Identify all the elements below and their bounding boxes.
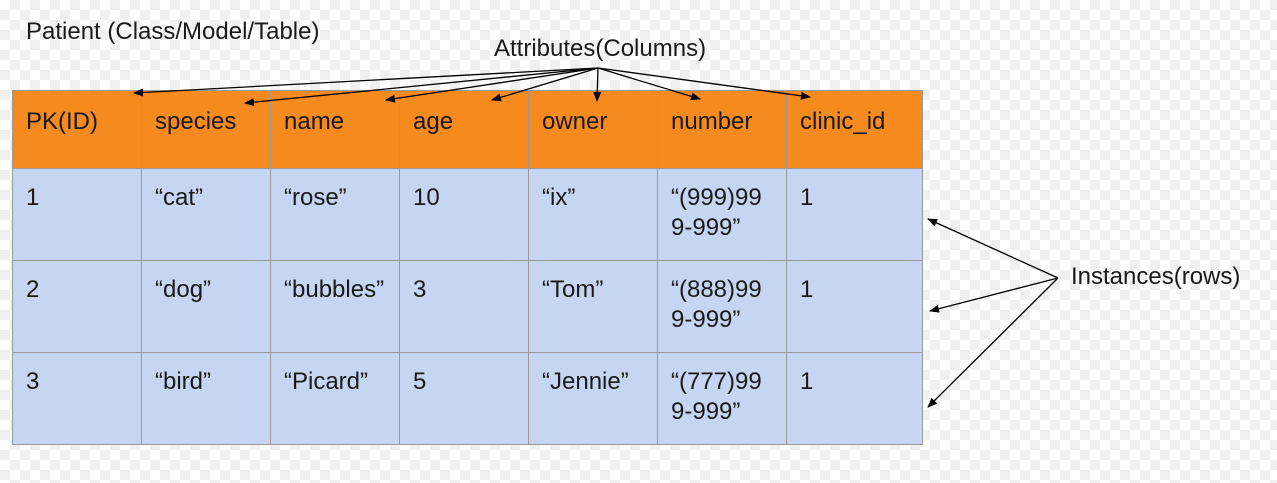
table-row: 1 “cat” “rose” 10 “ix” “(999)999-999” 1 <box>12 168 923 261</box>
header-cell-age: age <box>399 90 529 169</box>
arrow-to-row-2 <box>929 277 1059 313</box>
header-cell-species: species <box>141 90 271 169</box>
header-cell-pk: PK(ID) <box>12 90 142 169</box>
attributes-label: Attributes(Columns) <box>494 35 707 62</box>
header-row: PK(ID) species name age owner number cli… <box>12 90 923 169</box>
cell-name: “bubbles” <box>270 260 400 353</box>
cell-clinic-id: 1 <box>786 168 923 261</box>
header-cell-number: number <box>657 90 787 169</box>
diagram-title: Patient (Class/Model/Table) <box>26 18 320 45</box>
instances-label: Instances(rows) <box>1071 263 1241 290</box>
cell-name: “rose” <box>270 168 400 261</box>
cell-pk: 3 <box>12 352 142 445</box>
cell-pk: 1 <box>12 168 142 261</box>
arrow-to-row-1 <box>927 218 1059 279</box>
cell-clinic-id: 1 <box>786 260 923 353</box>
cell-clinic-id: 1 <box>786 352 923 445</box>
cell-owner: “ix” <box>528 168 658 261</box>
cell-name: “Picard” <box>270 352 400 445</box>
cell-age: 5 <box>399 352 529 445</box>
cell-number: “(777)999-999” <box>657 352 787 445</box>
cell-owner: “Jennie” <box>528 352 658 445</box>
cell-species: “cat” <box>141 168 271 261</box>
cell-number: “(888)999-999” <box>657 260 787 353</box>
header-cell-owner: owner <box>528 90 658 169</box>
cell-owner: “Tom” <box>528 260 658 353</box>
table-row: 2 “dog” “bubbles” 3 “Tom” “(888)999-999”… <box>12 260 923 353</box>
cell-age: 3 <box>399 260 529 353</box>
header-cell-name: name <box>270 90 400 169</box>
cell-species: “dog” <box>141 260 271 353</box>
cell-species: “bird” <box>141 352 271 445</box>
cell-number: “(999)999-999” <box>657 168 787 261</box>
table-row: 3 “bird” “Picard” 5 “Jennie” “(777)999-9… <box>12 352 923 445</box>
cell-age: 10 <box>399 168 529 261</box>
arrow-to-row-3 <box>927 277 1059 408</box>
header-cell-clinic-id: clinic_id <box>786 90 923 169</box>
patient-table: PK(ID) species name age owner number cli… <box>12 90 923 445</box>
cell-pk: 2 <box>12 260 142 353</box>
